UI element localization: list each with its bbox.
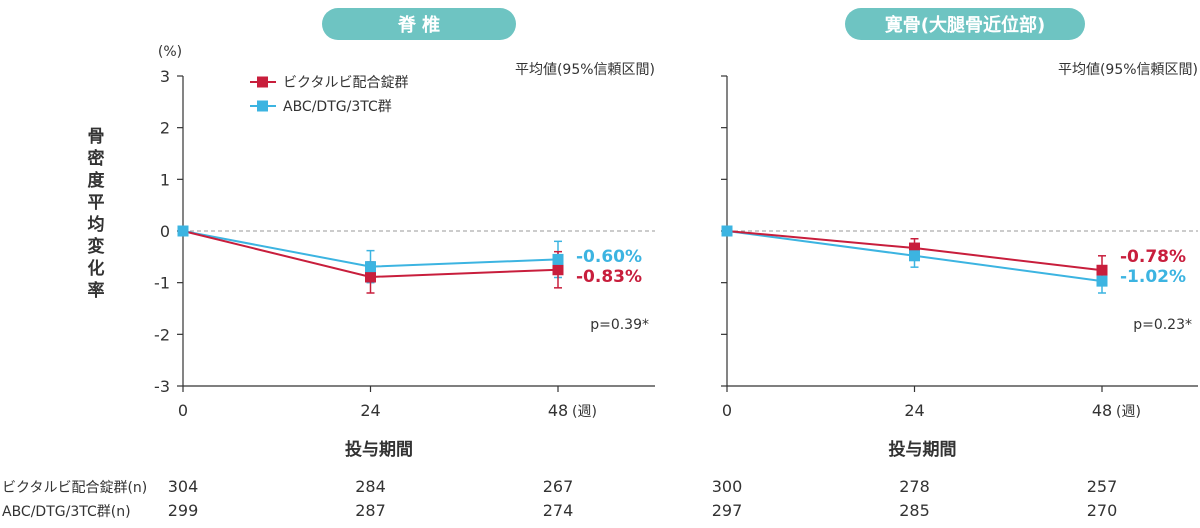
x-unit-label: (週) [572,404,597,420]
data-point [552,264,564,276]
data-point [909,242,920,254]
n-abc: 274 [543,501,574,520]
x-tick-label: 24 [360,401,380,420]
y-axis-title-char: 率 [88,280,105,301]
y-tick-label: -1 [154,274,170,293]
end-value-label: -0.78% [1120,247,1186,267]
legend-label: ビクタルビ配合錠群 [283,75,408,91]
y-unit-label: (%) [158,44,182,60]
panel-title-pill [322,8,516,40]
data-point [552,253,564,265]
end-value-label: -0.60% [576,247,642,267]
data-point [365,271,376,283]
y-axis-title-char: 化 [88,258,105,279]
end-value-label: -0.83% [576,267,642,287]
n-bictarvy: 304 [168,477,199,496]
data-point [365,261,376,273]
end-value-label: -1.02% [1120,267,1186,287]
n-abc: 287 [355,501,386,520]
p-value: p=0.39* [590,317,649,333]
y-tick-label: -3 [154,377,170,396]
n-bictarvy: 267 [543,477,574,496]
y-axis-title-char: 密 [88,148,105,169]
stat-note: 平均値(95%信頼区間) [515,62,655,78]
y-tick-label: 1 [160,170,170,189]
panel-title-pill [845,8,1085,40]
n-abc: 297 [712,501,743,520]
y-tick-label: 0 [160,222,170,241]
y-axis-title-char: 骨 [88,127,105,147]
panel-title: 脊 椎 [397,14,440,36]
x-tick-label: 48 [548,401,568,420]
data-point [721,225,733,237]
n-bictarvy: 300 [712,477,743,496]
n-bictarvy: 257 [1087,477,1118,496]
x-axis-title: 投与期間 [345,439,413,460]
x-tick-label: 0 [722,401,732,420]
n-abc: 270 [1087,501,1118,520]
stat-note: 平均値(95%信頼区間) [1058,62,1198,78]
n-row-label-abc: ABC/DTG/3TC群(n) [2,504,131,520]
legend-marker [257,100,268,112]
n-row-label-bictarvy: ビクタルビ配合錠群(n) [2,480,147,496]
y-tick-label: -2 [154,325,170,344]
data-point [909,250,920,262]
legend-marker [257,76,268,88]
y-axis-title-char: 平 [88,193,105,213]
y-axis-title-char: 度 [88,170,106,191]
x-tick-label: 0 [178,401,188,420]
x-tick-label: 24 [904,401,924,420]
legend-label: ABC/DTG/3TC群 [283,99,392,115]
data-point [1096,275,1108,287]
y-tick-label: 3 [160,67,170,86]
n-bictarvy: 284 [355,477,386,496]
y-axis-title-char: 均 [88,214,105,235]
x-tick-label: 48 [1092,401,1112,420]
data-point [177,225,189,237]
x-axis-title: 投与期間 [889,439,957,460]
n-bictarvy: 278 [899,477,930,496]
panel-title: 寛骨(大腿骨近位部) [885,14,1045,36]
p-value: p=0.23* [1133,317,1192,333]
n-abc: 285 [899,501,930,520]
y-tick-label: 2 [160,119,170,138]
y-axis-title-char: 変 [88,236,105,257]
n-abc: 299 [168,501,199,520]
data-point [1096,264,1108,276]
x-unit-label: (週) [1116,404,1141,420]
